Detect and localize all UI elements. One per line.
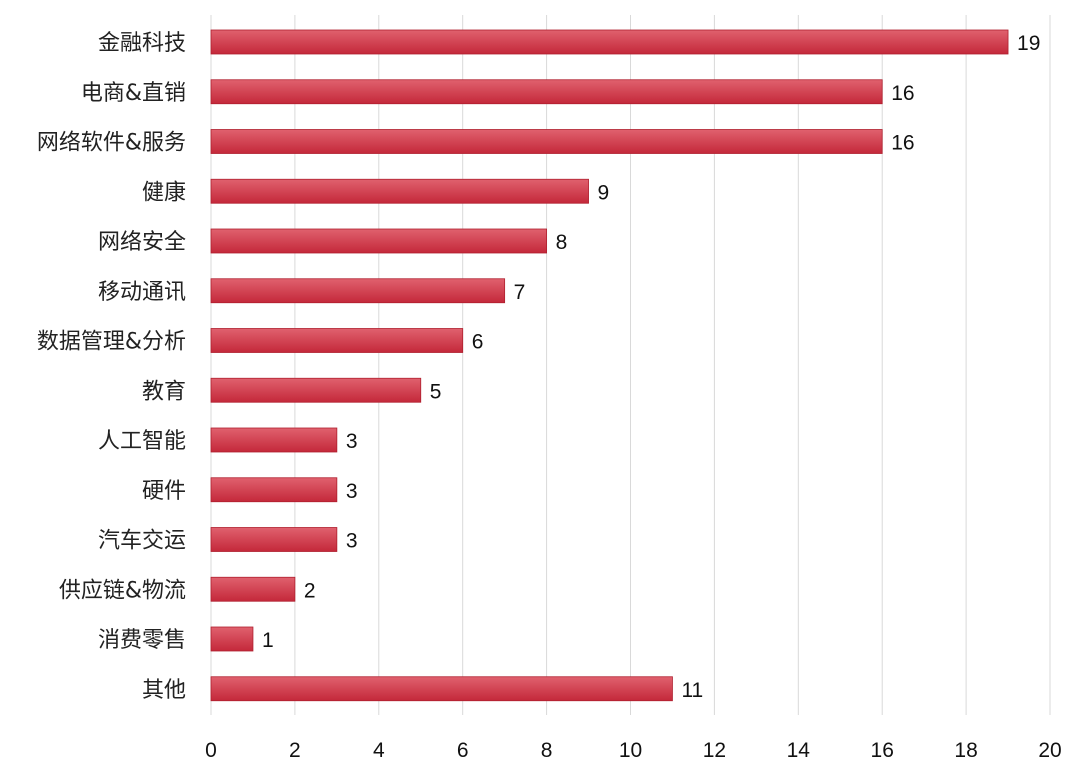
bar	[210, 576, 296, 602]
x-axis-ticks: 0 2 4 6 8 10 12 14 16 18 20	[205, 739, 1062, 762]
x-tick-label: 16	[871, 739, 894, 762]
data-label: 5	[430, 380, 442, 403]
category-label: 网络软件&服务	[37, 131, 186, 156]
data-label: 19	[1017, 32, 1040, 55]
category-label: 汽车交运	[98, 529, 186, 554]
data-label: 8	[556, 231, 568, 254]
x-tick-label: 18	[954, 739, 977, 762]
data-label: 3	[346, 480, 358, 503]
category-label: 教育	[142, 379, 186, 404]
bar	[210, 626, 254, 652]
data-label: 3	[346, 530, 358, 553]
category-label: 健康	[142, 180, 186, 205]
category-label: 数据管理&分析	[37, 330, 186, 355]
x-tick-label: 2	[289, 739, 301, 762]
data-label: 2	[304, 579, 316, 602]
bar	[210, 278, 506, 304]
data-label: 11	[681, 679, 703, 702]
category-label: 网络安全	[98, 230, 186, 255]
x-tick-label: 14	[787, 739, 811, 762]
data-label: 3	[346, 430, 358, 453]
bar	[210, 79, 883, 105]
data-label: 16	[891, 132, 914, 155]
bar	[210, 29, 1009, 55]
category-label: 人工智能	[98, 429, 186, 454]
grid-lines	[210, 15, 1051, 715]
category-label: 其他	[142, 678, 186, 703]
bar	[210, 676, 673, 702]
x-tick-label: 6	[457, 739, 469, 762]
category-label: 供应链&物流	[59, 578, 186, 603]
data-label: 7	[514, 281, 526, 304]
bar	[210, 228, 548, 254]
category-label: 硬件	[142, 479, 186, 504]
x-tick-label: 10	[619, 739, 642, 762]
category-label: 金融科技	[98, 31, 186, 56]
x-tick-label: 8	[541, 739, 553, 762]
data-label: 1	[262, 629, 274, 652]
category-label: 电商&直销	[81, 81, 186, 106]
category-label: 消费零售	[98, 628, 186, 653]
bar	[210, 178, 589, 204]
x-tick-label: 12	[703, 739, 726, 762]
bars	[210, 29, 1009, 702]
bar	[210, 328, 464, 353]
category-label: 移动通讯	[98, 280, 186, 305]
bar	[210, 427, 338, 453]
data-label: 6	[472, 331, 484, 354]
bar	[210, 527, 338, 552]
data-label: 9	[598, 181, 610, 204]
bar	[210, 129, 883, 154]
bar	[210, 377, 422, 403]
bar	[210, 477, 338, 503]
data-label: 16	[891, 82, 914, 105]
x-tick-label: 4	[373, 739, 385, 762]
category-labels: 金融科技电商&直销网络软件&服务健康网络安全移动通讯数据管理&分析教育人工智能硬…	[37, 31, 186, 703]
x-tick-label: 0	[205, 739, 217, 762]
x-tick-label: 20	[1038, 739, 1061, 762]
